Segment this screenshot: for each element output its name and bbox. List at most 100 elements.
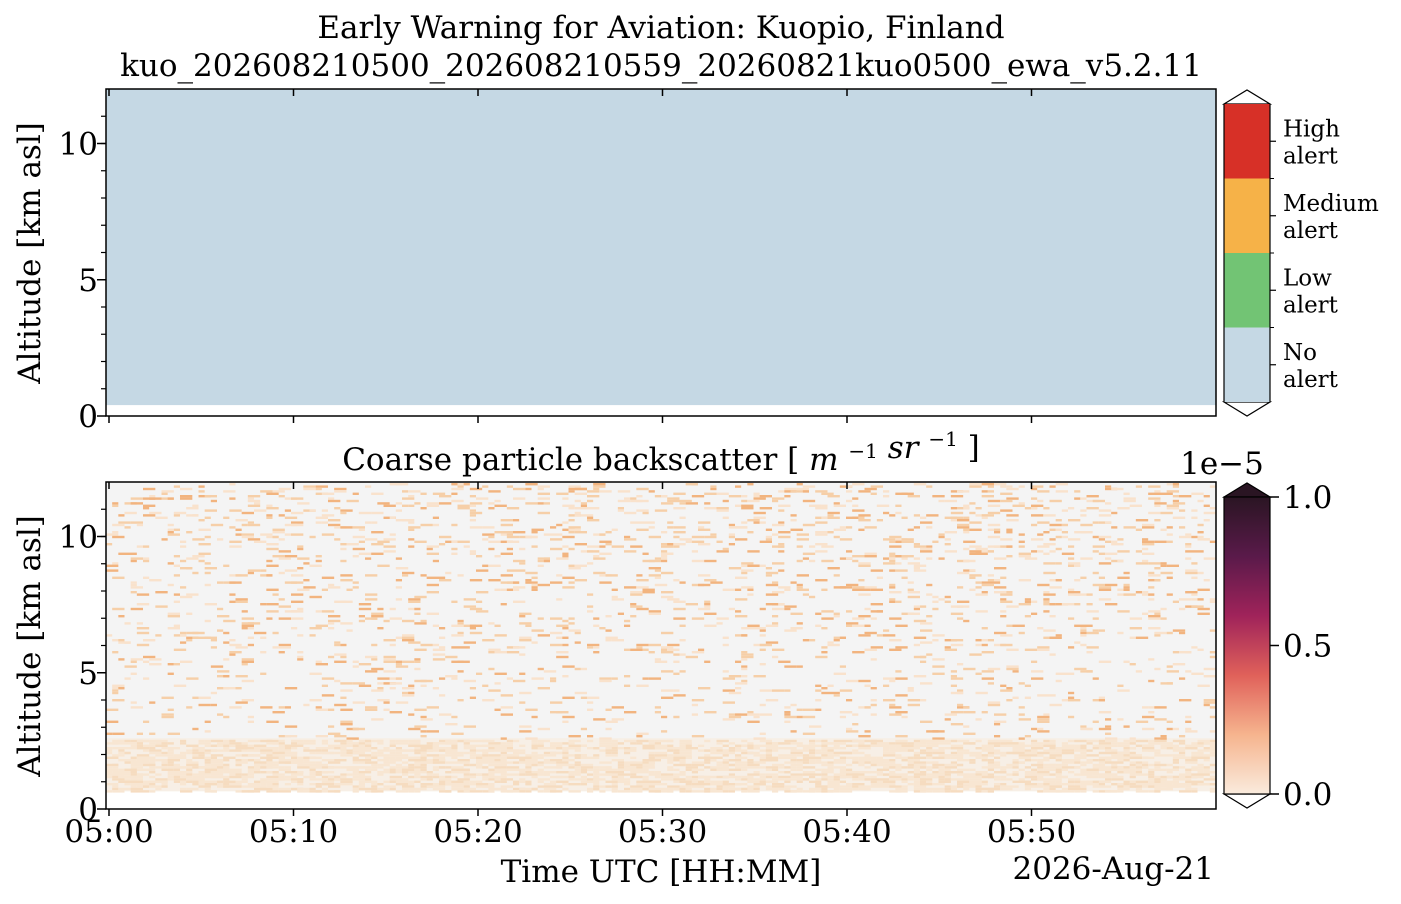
backscatter-cell <box>1024 557 1038 560</box>
backscatter-cell <box>876 504 890 507</box>
backscatter-cell <box>858 744 865 747</box>
backscatter-cell <box>432 648 446 651</box>
backscatter-cell <box>605 768 618 771</box>
backscatter-cell <box>260 747 267 750</box>
backscatter-cell <box>408 490 421 493</box>
backscatter-cell <box>913 636 927 639</box>
backscatter-cell <box>932 751 945 755</box>
backscatter-cell <box>1043 600 1050 603</box>
backscatter-cell <box>920 778 933 781</box>
backscatter-cell <box>1037 490 1050 493</box>
backscatter-cell <box>1068 696 1075 699</box>
backscatter-cell <box>556 761 569 764</box>
backscatter-cell <box>291 581 304 584</box>
backscatter-cell <box>1080 523 1093 527</box>
backscatter-cell <box>1148 749 1155 752</box>
backscatter-cell <box>815 778 822 781</box>
backscatter-cell <box>352 768 359 771</box>
backscatter-cell <box>772 778 785 781</box>
backscatter-cell <box>864 706 871 709</box>
backscatter-cell <box>365 655 378 659</box>
backscatter-cell <box>1012 759 1019 762</box>
backscatter-cell <box>1074 773 1081 776</box>
backscatter-cell <box>247 715 254 719</box>
backscatter-cell <box>1006 519 1019 522</box>
backscatter-cell <box>691 713 698 716</box>
backscatter-cell <box>463 780 470 783</box>
backscatter-cell <box>821 763 834 767</box>
backscatter-cell <box>907 775 914 779</box>
backscatter-cell <box>525 790 532 793</box>
backscatter-cell <box>180 540 187 543</box>
backscatter-cell <box>217 742 230 745</box>
backscatter-cell <box>414 751 421 755</box>
backscatter-cell <box>451 492 458 495</box>
backscatter-cell <box>469 552 476 555</box>
backscatter-cell <box>784 715 797 719</box>
backscatter-cell <box>210 754 224 757</box>
backscatter-cell <box>913 747 920 750</box>
backscatter-cell <box>846 783 853 786</box>
backscatter-cell <box>352 778 365 781</box>
backscatter-cell <box>963 725 970 728</box>
backscatter-cell <box>704 507 717 510</box>
backscatter-cell <box>1203 703 1210 707</box>
backscatter-cell <box>328 523 341 527</box>
backscatter-cell <box>1024 751 1031 755</box>
backscatter-cell <box>488 787 495 791</box>
backscatter-cell <box>957 571 964 575</box>
backscatter-cell <box>593 768 600 771</box>
backscatter-cell <box>1179 535 1192 539</box>
backscatter-cell <box>716 540 723 543</box>
backscatter-cell <box>796 483 803 486</box>
backscatter-cell <box>402 773 409 776</box>
backscatter-cell <box>402 634 415 637</box>
backscatter-cell <box>1024 600 1031 603</box>
backscatter-cell <box>587 696 600 699</box>
backscatter-cell <box>667 643 680 647</box>
backscatter-cell <box>710 485 717 488</box>
backscatter-panel-xlabel: Time UTC [HH:MM] <box>501 854 822 890</box>
backscatter-cell <box>870 763 877 767</box>
backscatter-cell <box>513 600 526 603</box>
backscatter-cell <box>124 778 131 781</box>
backscatter-cell <box>408 538 415 541</box>
backscatter-cell <box>414 612 421 615</box>
backscatter-cell <box>1203 778 1216 781</box>
backscatter-cell <box>1080 744 1087 747</box>
backscatter-cell <box>784 495 791 498</box>
backscatter-cell <box>883 684 890 687</box>
backscatter-cell <box>913 619 927 623</box>
backscatter-cell <box>562 665 575 668</box>
backscatter-cell <box>630 593 643 596</box>
backscatter-cell <box>987 763 1001 767</box>
backscatter-cell <box>451 775 458 779</box>
backscatter-cell <box>1000 744 1007 747</box>
backscatter-cell <box>667 766 674 769</box>
backscatter-cell <box>1197 612 1210 615</box>
backscatter-cell <box>278 761 291 764</box>
alert-ytick-label: 10 <box>59 127 98 163</box>
backscatter-cell <box>506 588 513 591</box>
backscatter-cell <box>463 598 476 601</box>
backscatter-cell <box>913 526 920 529</box>
backscatter-cell <box>284 754 298 757</box>
backscatter-cell <box>741 658 748 661</box>
backscatter-cell <box>1111 790 1118 793</box>
backscatter-cell <box>328 622 335 625</box>
backscatter-cell <box>198 739 205 743</box>
backscatter-cell <box>266 759 273 762</box>
backscatter-cell <box>691 761 705 764</box>
backscatter-cell <box>913 545 927 548</box>
backscatter-cell <box>377 771 390 774</box>
backscatter-cell <box>161 785 168 788</box>
backscatter-cell <box>284 516 298 519</box>
backscatter-cell <box>1111 783 1124 786</box>
backscatter-cell <box>371 785 378 788</box>
backscatter-cell <box>741 790 748 793</box>
backscatter-cell <box>106 766 113 769</box>
backscatter-cell <box>611 595 618 599</box>
backscatter-cell <box>704 761 711 764</box>
backscatter-cell <box>229 639 236 642</box>
backscatter-cell <box>1068 591 1081 594</box>
